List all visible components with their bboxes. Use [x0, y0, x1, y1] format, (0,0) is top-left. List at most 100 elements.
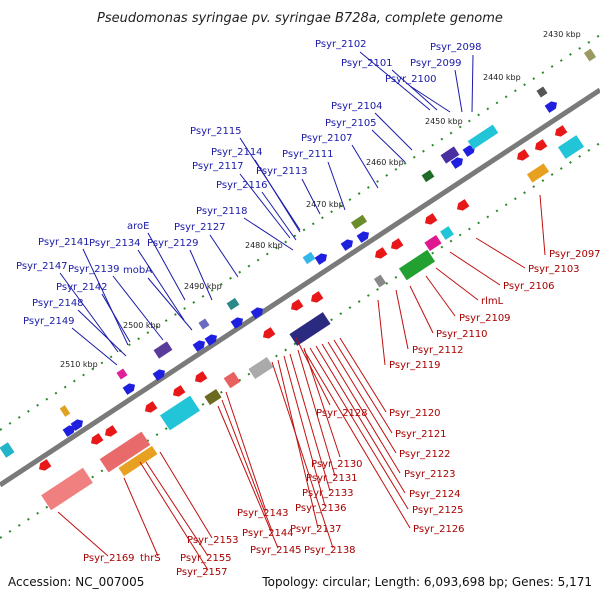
forward-gene-arrow[interactable] [204, 332, 220, 346]
gene-label[interactable]: Psyr_2123 [404, 469, 456, 480]
forward-gene-block[interactable] [116, 368, 128, 380]
reverse-gene-block[interactable] [440, 226, 454, 240]
reverse-gene-arrow[interactable] [373, 247, 388, 261]
gene-label[interactable]: Psyr_2119 [389, 360, 441, 371]
gene-label[interactable]: Psyr_2117 [192, 161, 244, 172]
gene-label[interactable]: Psyr_2137 [290, 524, 342, 535]
gene-label[interactable]: Psyr_2143 [237, 508, 289, 519]
forward-gene-block[interactable] [467, 124, 499, 150]
forward-gene-arrow[interactable] [152, 367, 168, 381]
reverse-gene-arrow[interactable] [389, 238, 404, 252]
forward-gene-arrow[interactable] [462, 143, 478, 157]
gene-label[interactable]: aroE [127, 221, 149, 232]
gene-label[interactable]: Psyr_2153 [187, 535, 239, 546]
gene-label[interactable]: Psyr_2116 [216, 180, 268, 191]
gene-label[interactable]: Psyr_2104 [331, 101, 383, 112]
forward-gene-block[interactable] [350, 214, 368, 230]
forward-gene-arrow[interactable] [250, 305, 266, 319]
reverse-gene-block[interactable] [223, 371, 241, 389]
gene-label[interactable]: Psyr_2126 [413, 524, 465, 535]
forward-gene-block[interactable] [421, 169, 435, 183]
gene-label[interactable]: Psyr_2121 [395, 429, 447, 440]
gene-label[interactable]: Psyr_2138 [304, 545, 356, 556]
reverse-gene-arrow[interactable] [37, 459, 52, 473]
gene-label[interactable]: Psyr_2105 [325, 118, 377, 129]
reverse-gene-block[interactable] [204, 388, 222, 406]
reverse-gene-block[interactable] [398, 249, 436, 281]
gene-label[interactable]: Psyr_2130 [311, 459, 363, 470]
gene-label[interactable]: Psyr_2139 [68, 264, 120, 275]
gene-label[interactable]: Psyr_2169 [83, 553, 135, 564]
gene-label[interactable]: Psyr_2099 [410, 58, 462, 69]
forward-gene-arrow[interactable] [340, 237, 356, 251]
gene-label[interactable]: Psyr_2101 [341, 58, 393, 69]
forward-gene-arrow[interactable] [356, 229, 372, 243]
forward-gene-block[interactable] [302, 251, 316, 265]
reverse-gene-arrow[interactable] [423, 213, 438, 227]
forward-gene-arrow[interactable] [450, 155, 466, 169]
gene-label[interactable]: Psyr_2111 [282, 149, 334, 160]
gene-label[interactable]: Psyr_2141 [38, 237, 90, 248]
forward-gene-block[interactable] [440, 146, 460, 164]
gene-label[interactable]: Psyr_2134 [89, 238, 141, 249]
forward-gene-block[interactable] [153, 341, 173, 359]
gene-label[interactable]: Psyr_2102 [315, 39, 367, 50]
gene-label[interactable]: Psyr_2136 [295, 503, 347, 514]
reverse-gene-block[interactable] [99, 431, 151, 473]
gene-label[interactable]: Psyr_2118 [196, 206, 248, 217]
gene-label[interactable]: Psyr_2106 [503, 281, 555, 292]
reverse-gene-arrow[interactable] [553, 125, 568, 139]
reverse-gene-arrow[interactable] [193, 371, 208, 385]
gene-label[interactable]: Psyr_2097 [549, 249, 600, 260]
gene-label[interactable]: Psyr_2122 [399, 449, 451, 460]
gene-label[interactable]: Psyr_2115 [190, 126, 242, 137]
forward-gene-block[interactable] [226, 297, 240, 311]
forward-gene-arrow[interactable] [544, 99, 560, 113]
gene-label[interactable]: Psyr_2098 [430, 42, 482, 53]
gene-label[interactable]: Psyr_2103 [528, 264, 580, 275]
reverse-gene-arrow[interactable] [171, 385, 186, 399]
reverse-gene-block[interactable] [248, 356, 274, 380]
forward-gene-block[interactable] [583, 48, 597, 62]
forward-gene-arrow[interactable] [62, 423, 78, 437]
gene-label[interactable]: Psyr_2120 [389, 408, 441, 419]
forward-gene-block[interactable] [198, 318, 210, 330]
gene-label[interactable]: Psyr_2149 [23, 316, 75, 327]
gene-label[interactable]: Psyr_2155 [180, 553, 232, 564]
forward-gene-block[interactable] [59, 405, 71, 417]
forward-gene-arrow[interactable] [314, 251, 330, 265]
reverse-gene-arrow[interactable] [533, 139, 548, 153]
reverse-gene-arrow[interactable] [103, 425, 118, 439]
gene-label[interactable]: Psyr_2148 [32, 298, 84, 309]
reverse-gene-arrow[interactable] [309, 291, 324, 305]
reverse-gene-block[interactable] [373, 274, 387, 288]
reverse-gene-block[interactable] [160, 395, 200, 431]
reverse-gene-arrow[interactable] [89, 433, 104, 447]
gene-label[interactable]: thrS [140, 553, 161, 564]
gene-label[interactable]: Psyr_2109 [459, 313, 511, 324]
gene-label[interactable]: Psyr_2145 [250, 545, 302, 556]
gene-label[interactable]: Psyr_2127 [174, 222, 226, 233]
forward-gene-block[interactable] [536, 86, 548, 98]
gene-label[interactable]: Psyr_2131 [306, 473, 358, 484]
gene-label[interactable]: Psyr_2157 [176, 567, 228, 578]
gene-label[interactable]: Psyr_2112 [412, 345, 464, 356]
reverse-gene-block[interactable] [424, 234, 442, 252]
forward-gene-arrow[interactable] [230, 315, 246, 329]
gene-label[interactable]: Psyr_2124 [409, 489, 461, 500]
gene-label[interactable]: rlmL [481, 296, 504, 307]
reverse-gene-block[interactable] [41, 467, 93, 511]
gene-label[interactable]: Psyr_2114 [211, 147, 263, 158]
reverse-gene-block[interactable] [118, 445, 158, 477]
reverse-gene-block[interactable] [557, 135, 585, 159]
gene-label[interactable]: Psyr_2142 [56, 282, 108, 293]
forward-gene-arrow[interactable] [192, 338, 208, 352]
reverse-gene-arrow[interactable] [261, 327, 276, 341]
forward-gene-block[interactable] [0, 442, 15, 458]
reverse-gene-block[interactable] [526, 163, 550, 183]
reverse-gene-arrow[interactable] [143, 401, 158, 415]
forward-gene-arrow[interactable] [122, 381, 138, 395]
reverse-gene-arrow[interactable] [455, 199, 470, 213]
gene-label[interactable]: Psyr_2147 [16, 261, 68, 272]
gene-label[interactable]: Psyr_2110 [436, 329, 488, 340]
